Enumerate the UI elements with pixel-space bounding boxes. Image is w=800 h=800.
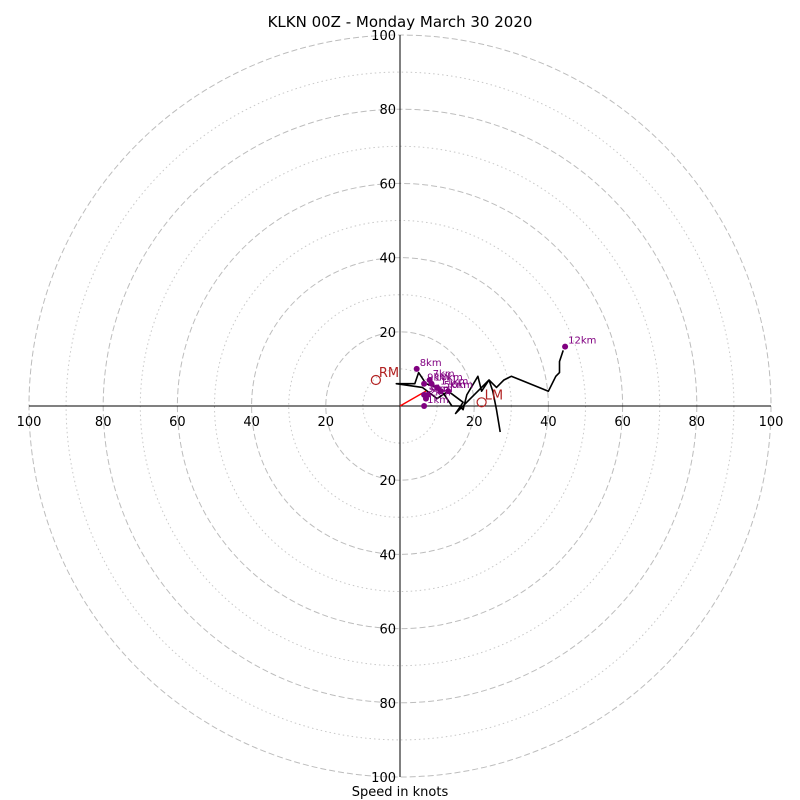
height-label: 5km [444,380,466,391]
y-tick-label: 60 [379,623,396,638]
y-tick-label: 20 [379,474,396,489]
x-tick-label: 60 [614,415,631,430]
x-tick-label: 20 [318,415,335,430]
height-label: 3km [427,384,449,395]
storm-motion-markers: RM LM [370,366,503,408]
tick-labels: 100 80 60 40 20 20 40 60 80 100 100 80 60 40 20 20 40 60 8… [17,29,784,786]
height-point [434,384,441,391]
y-tick-label: 40 [379,548,396,563]
height-label: 7km [433,369,455,380]
y-tick-label: 100 [371,771,396,786]
y-tick-label: 60 [379,177,396,192]
height-point [413,365,420,372]
storm-motion-marker [476,397,487,408]
height-label: 12km [568,336,596,347]
height-point [421,403,428,409]
x-tick-label: 40 [243,415,260,430]
y-tick-label: 20 [379,326,396,341]
height-label: 11km [440,376,468,387]
y-tick-label: 100 [371,29,396,44]
chart-title: KLKN 00Z - Monday March 30 2020 [268,13,533,31]
storm-motion-label: LM [485,388,503,403]
x-tick-label: 80 [95,415,112,430]
storm-motion-label: RM [379,366,399,381]
height-label: 2km [429,388,451,399]
y-tick-label: 40 [379,252,396,267]
x-tick-label: 100 [759,415,784,430]
x-tick-label: 20 [466,415,483,430]
height-label: 8km [420,358,442,369]
x-tick-label: 100 [17,415,42,430]
x-axis-label: Speed in knots [352,785,449,800]
height-point [422,395,429,402]
height-point [421,380,428,387]
height-label: 9km [427,373,449,384]
height-label: 4km [431,384,453,395]
y-tick-label: 80 [379,697,396,712]
x-tick-label: 80 [689,415,706,430]
x-tick-label: 60 [169,415,186,430]
height-label: 10km [435,373,463,384]
height-point [562,343,569,350]
height-label: 6km [451,380,473,391]
x-tick-label: 40 [540,415,557,430]
hodograph-line [395,350,564,433]
height-point [437,388,444,395]
height-label: 1km [427,395,449,406]
height-point [445,388,452,395]
storm-motion-marker [370,374,381,386]
height-point [428,380,435,387]
y-tick-label: 80 [379,103,396,118]
